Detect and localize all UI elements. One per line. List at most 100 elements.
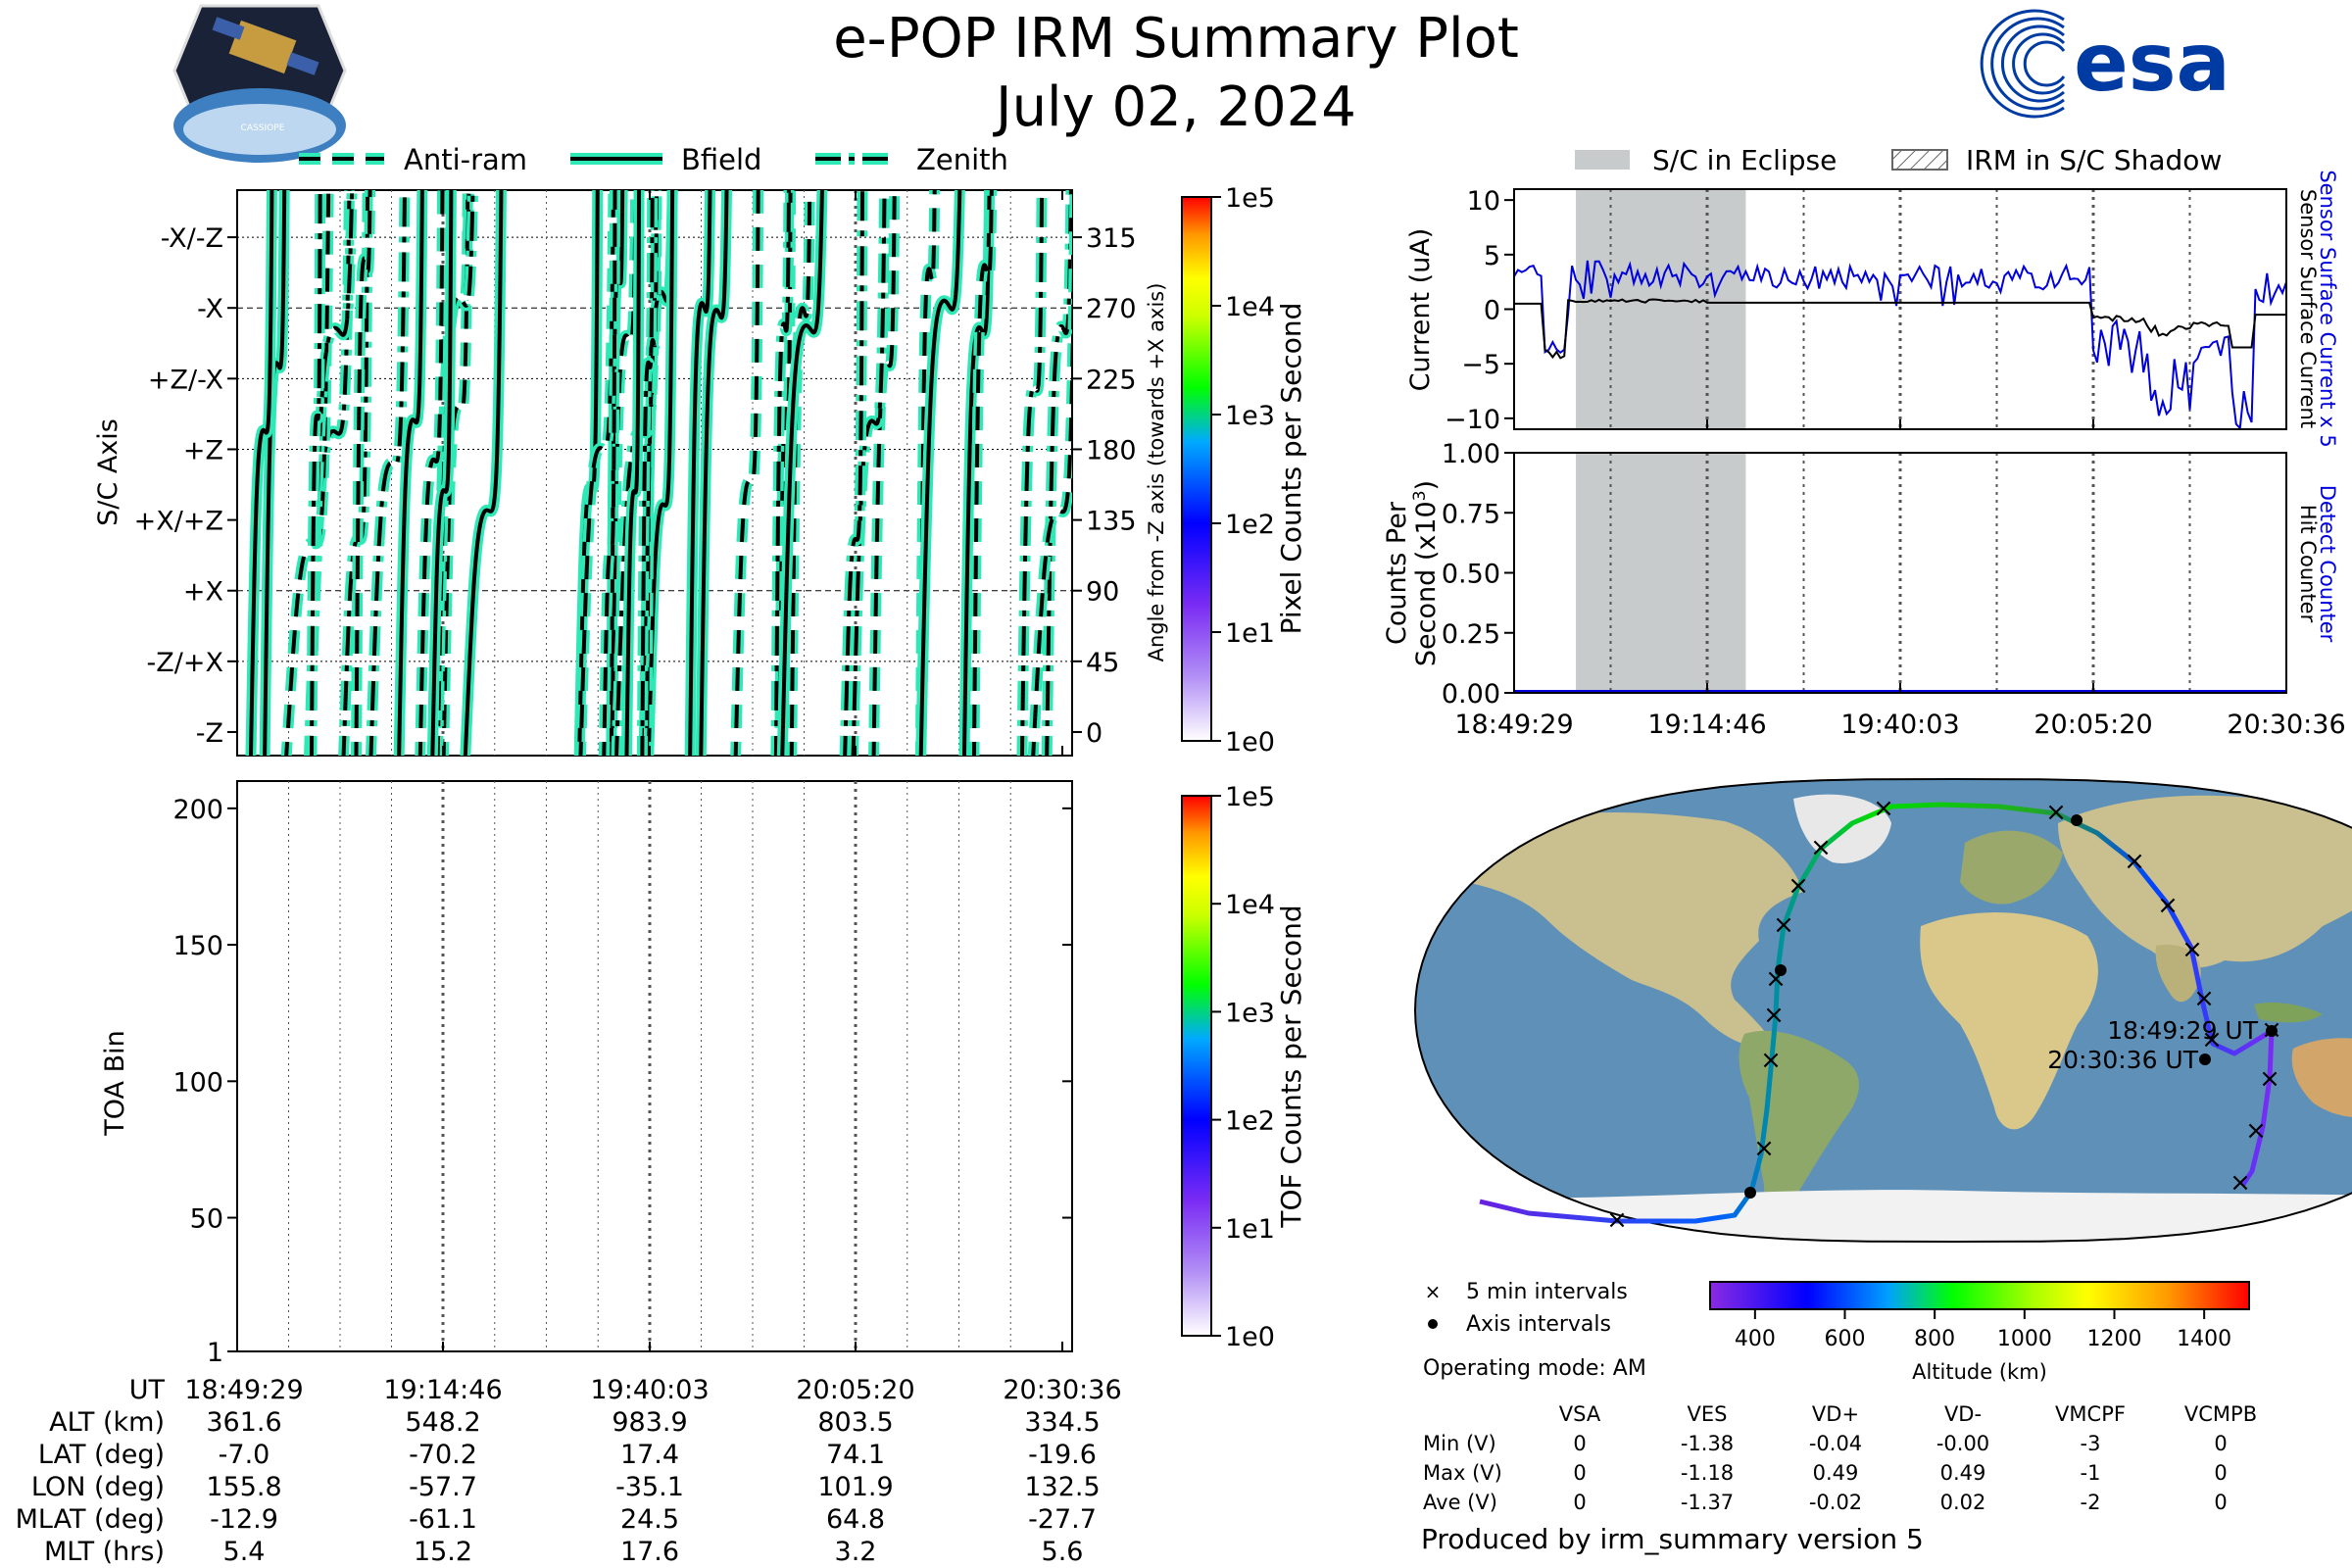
voltage-header: VCMPB: [2184, 1402, 2257, 1426]
legend-item-bfield: Bfield: [570, 143, 761, 176]
cassiope-logo: CASSIOPE: [172, 4, 347, 163]
pixel-colorbar-label: Pixel Counts per Second: [1275, 303, 1307, 635]
anti-ram-trace: [598, 190, 621, 756]
bfield-trace-line: [463, 190, 504, 756]
land-india: [2155, 945, 2201, 1003]
counts-y2label-blue: Detect Counter: [2316, 485, 2339, 643]
tof-colorbar-tick-label: 1e2: [1225, 1106, 1275, 1137]
map-x-marker: ×: [1763, 1001, 1785, 1030]
ephemeris-cell: 548.2: [405, 1407, 480, 1438]
pixel-colorbar-tick-label: 1e4: [1225, 292, 1275, 322]
time-tick-label: 19:40:03: [1840, 710, 1959, 740]
legend-label-bfield: Bfield: [681, 143, 761, 176]
anti-ram-trace: [1027, 190, 1072, 756]
sc-right-tick-label: 315: [1086, 223, 1137, 254]
bfield-trace-line: [397, 190, 424, 756]
tof-colorbar-gradient: [1181, 795, 1212, 1337]
anti-ram-trace-line: [417, 190, 445, 756]
sc-axis-panel: -Z -Z/+X +X +X/+Z +Z +Z/-X -X -X/-Z 0 45 90 135 180…: [93, 189, 1168, 757]
ephemeris-cell: 3.2: [835, 1537, 877, 1567]
anti-ram-trace: [730, 190, 764, 756]
zenith-trace-line: [309, 190, 322, 756]
anti-ram-trace: [868, 190, 901, 756]
toa-tick-label: 1: [207, 1338, 223, 1368]
zenith-trace: [306, 190, 326, 756]
bfield-trace: [245, 190, 277, 756]
map-end-label: 20:30:36 UT: [2047, 1046, 2199, 1074]
voltage-cell: 0: [2214, 1491, 2227, 1514]
ephemeris-row-label: UT: [129, 1375, 166, 1405]
current-tick-label: −10: [1445, 405, 1500, 435]
esa-logo: esa: [1980, 9, 2230, 119]
tof-colorbar: 1e0 1e1 1e2 1e3 1e4 1e5 TOF Counts per Second: [1181, 782, 1307, 1352]
voltage-cell: 0.49: [1813, 1461, 1859, 1485]
header: e-POP IRM Summary Plot July 02, 2024: [833, 7, 1519, 139]
zenith-trace-line: [368, 190, 407, 756]
land-antarctica: [1415, 1190, 2352, 1242]
map-x-marker: ×: [2193, 984, 2215, 1013]
ephemeris-row-label: LAT (deg): [38, 1440, 165, 1470]
toa-tick-label: 150: [172, 931, 223, 961]
sc-axis-traces: [245, 190, 1072, 756]
anti-ram-trace-line: [441, 190, 470, 756]
counts-ylabel-line2: Second (x103): [1410, 480, 1442, 666]
cassiope-logo-text: CASSIOPE: [241, 123, 285, 133]
map-x-marker: ×: [1773, 910, 1794, 940]
tof-colorbar-tick-label: 1e0: [1225, 1322, 1275, 1352]
sc-left-tick-label: +Z/-X: [148, 365, 223, 395]
voltage-cell: -1.37: [1681, 1491, 1734, 1514]
altitude-colorbar: 400 600 800 1000 1200 1400 Altitude (km): [1709, 1281, 2250, 1384]
map-x-marker: ×: [1606, 1205, 1628, 1235]
ephemeris-cell: 5.6: [1042, 1537, 1084, 1567]
bfield-trace: [915, 190, 965, 756]
sc-axis-right-ticks: 0 45 90 135 180 225 270 315: [1072, 223, 1137, 749]
map-x-marker: ×: [2230, 1168, 2251, 1198]
produced-by: Produced by irm_summary version 5: [1421, 1523, 1924, 1555]
zenith-trace: [636, 190, 659, 756]
bfield-trace: [684, 190, 715, 756]
voltage-header: VMCPF: [2055, 1402, 2126, 1426]
toa-tick-label: 100: [172, 1067, 223, 1098]
time-tick-label: 20:05:20: [2034, 710, 2152, 740]
anti-ram-trace: [968, 190, 998, 756]
counts-tick-label: 1.00: [1442, 439, 1500, 469]
counts-time-ticks: 18:49:29 19:14:46 19:40:03 20:05:20 20:30:36: [1454, 683, 2346, 740]
time-tick-label: 18:49:29: [1454, 710, 1573, 740]
sc-right-tick-label: 225: [1086, 365, 1137, 395]
legend-item-zenith: Zenith: [815, 143, 1008, 176]
ephemeris-cell: 74.1: [826, 1440, 885, 1470]
voltage-row-label: Ave (V): [1423, 1491, 1497, 1514]
altitude-colorbar-gradient: [1709, 1281, 2250, 1310]
ephemeris-cell: 101.9: [817, 1472, 893, 1502]
counts-panel: 1.00 0.75 0.50 0.25 0.00 18:49:29 19:14:46 19:…: [1382, 439, 2346, 740]
anti-ram-trace: [786, 190, 815, 756]
anti-ram-trace-line: [871, 190, 897, 756]
current-gridlines: [1609, 189, 2191, 429]
counts-y2label-black: Hit Counter: [2296, 505, 2320, 623]
map-axis-dot: [2199, 1054, 2211, 1065]
altitude-tick-label: 400: [1735, 1327, 1776, 1351]
sc-left-tick-label: +X: [183, 577, 223, 608]
bfield-trace: [259, 190, 290, 756]
map-x-marker: ×: [2181, 935, 2203, 964]
anti-ram-trace: [774, 190, 797, 756]
counts-ticks: 1.00 0.75 0.50 0.25 0.00: [1442, 439, 1514, 710]
legend-label-anti-ram: Anti-ram: [404, 143, 527, 176]
tof-colorbar-tick-label: 1e5: [1225, 782, 1275, 812]
current-y2label-black: Sensor Surface Current: [2296, 189, 2320, 428]
ephemeris-row-label: ALT (km): [49, 1407, 165, 1438]
ephemeris-cell: 17.4: [620, 1440, 679, 1470]
ephemeris-cell: -70.2: [409, 1440, 477, 1470]
voltage-header: VD-: [1944, 1402, 1982, 1426]
legend-label-eclipse: S/C in Eclipse: [1652, 144, 1837, 176]
voltage-cell: -2: [2081, 1491, 2101, 1514]
tof-colorbar-tick-label: 1e1: [1225, 1214, 1275, 1245]
land-australia: [2291, 1038, 2352, 1118]
bfield-trace-line: [624, 190, 642, 756]
anti-ram-trace-line: [789, 190, 812, 756]
voltage-row-label: Max (V): [1423, 1461, 1502, 1485]
sc-left-tick-label: -X/-Z: [161, 223, 223, 254]
